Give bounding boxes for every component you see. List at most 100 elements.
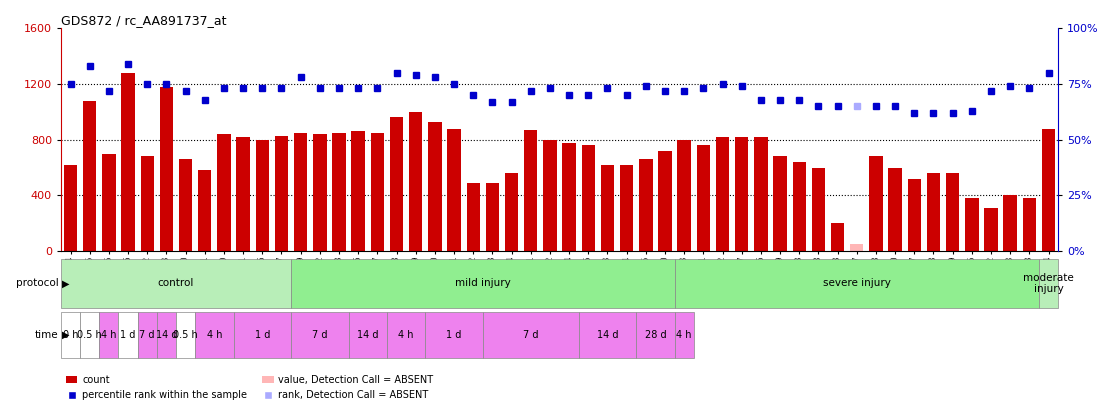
Text: 14 d: 14 d — [155, 330, 177, 340]
Bar — [677, 140, 691, 251]
Bar — [675, 259, 1039, 308]
Bar — [349, 312, 387, 358]
Bar — [697, 145, 710, 251]
Bar — [425, 312, 483, 358]
Bar — [390, 117, 403, 251]
Text: ▶: ▶ — [62, 279, 70, 288]
Text: 4 h: 4 h — [399, 330, 414, 340]
Bar — [332, 133, 346, 251]
Bar — [448, 129, 461, 251]
Bar — [466, 183, 480, 251]
Bar — [582, 145, 595, 251]
Text: time: time — [35, 330, 59, 340]
Text: 4 h: 4 h — [101, 330, 116, 340]
Bar — [387, 312, 425, 358]
Bar — [160, 87, 173, 251]
Bar — [639, 159, 653, 251]
Bar — [850, 244, 863, 251]
Bar — [291, 312, 349, 358]
Bar — [61, 259, 291, 308]
Bar — [234, 312, 291, 358]
Bar — [371, 133, 384, 251]
Bar — [428, 122, 442, 251]
Bar — [483, 312, 578, 358]
Bar — [291, 259, 675, 308]
Text: 14 d: 14 d — [357, 330, 379, 340]
Text: 14 d: 14 d — [597, 330, 618, 340]
Text: GDS872 / rc_AA891737_at: GDS872 / rc_AA891737_at — [61, 14, 226, 27]
Bar — [636, 312, 675, 358]
Bar — [620, 165, 634, 251]
Text: mild injury: mild injury — [455, 279, 511, 288]
Bar — [122, 73, 135, 251]
Bar — [946, 173, 960, 251]
Bar — [83, 101, 96, 251]
Text: severe injury: severe injury — [823, 279, 891, 288]
Text: protocol: protocol — [16, 279, 59, 288]
Bar — [965, 198, 978, 251]
Bar — [178, 159, 193, 251]
Bar — [141, 156, 154, 251]
Bar — [907, 179, 921, 251]
Text: ▶: ▶ — [62, 330, 70, 340]
Bar — [236, 137, 249, 251]
Bar — [1042, 129, 1055, 251]
Bar — [137, 312, 157, 358]
Bar — [1004, 195, 1017, 251]
Text: 28 d: 28 d — [645, 330, 666, 340]
Bar — [176, 312, 195, 358]
Bar — [1023, 198, 1036, 251]
Bar — [755, 137, 768, 251]
Text: 1 d: 1 d — [255, 330, 270, 340]
Text: 1 d: 1 d — [447, 330, 462, 340]
Text: 0.5 h: 0.5 h — [78, 330, 102, 340]
Bar — [716, 137, 729, 251]
Bar — [314, 134, 327, 251]
Bar — [217, 134, 230, 251]
Bar — [157, 312, 176, 358]
Bar — [102, 153, 115, 251]
Bar — [505, 173, 519, 251]
Bar — [735, 137, 748, 251]
Bar — [578, 312, 636, 358]
Bar — [80, 312, 100, 358]
Text: 7 d: 7 d — [523, 330, 538, 340]
Text: 4 h: 4 h — [677, 330, 691, 340]
Text: 4 h: 4 h — [206, 330, 222, 340]
Text: 0 h: 0 h — [63, 330, 79, 340]
Bar — [256, 140, 269, 251]
Bar — [563, 143, 576, 251]
Bar — [524, 130, 537, 251]
Text: 1 d: 1 d — [121, 330, 136, 340]
Bar — [294, 133, 307, 251]
Bar — [61, 312, 80, 358]
Bar — [831, 223, 844, 251]
Bar — [889, 168, 902, 251]
Bar — [485, 183, 499, 251]
Bar — [926, 173, 941, 251]
Text: 0.5 h: 0.5 h — [173, 330, 198, 340]
Bar — [870, 156, 883, 251]
Bar — [119, 312, 137, 358]
Bar — [1039, 259, 1058, 308]
Bar — [64, 165, 78, 251]
Bar — [409, 112, 422, 251]
Text: 7 d: 7 d — [140, 330, 155, 340]
Bar — [675, 312, 694, 358]
Bar — [198, 171, 212, 251]
Bar — [773, 156, 787, 251]
Bar — [275, 136, 288, 251]
Bar — [812, 168, 825, 251]
Bar — [792, 162, 806, 251]
Bar — [658, 151, 671, 251]
Bar — [100, 312, 119, 358]
Text: control: control — [157, 279, 194, 288]
Bar — [543, 140, 556, 251]
Legend: count, percentile rank within the sample, value, Detection Call = ABSENT, rank, : count, percentile rank within the sample… — [65, 375, 433, 400]
Bar — [984, 208, 997, 251]
Bar — [351, 131, 365, 251]
Text: moderate
injury: moderate injury — [1023, 273, 1074, 294]
Bar — [195, 312, 234, 358]
Text: 7 d: 7 d — [312, 330, 328, 340]
Bar — [601, 165, 614, 251]
